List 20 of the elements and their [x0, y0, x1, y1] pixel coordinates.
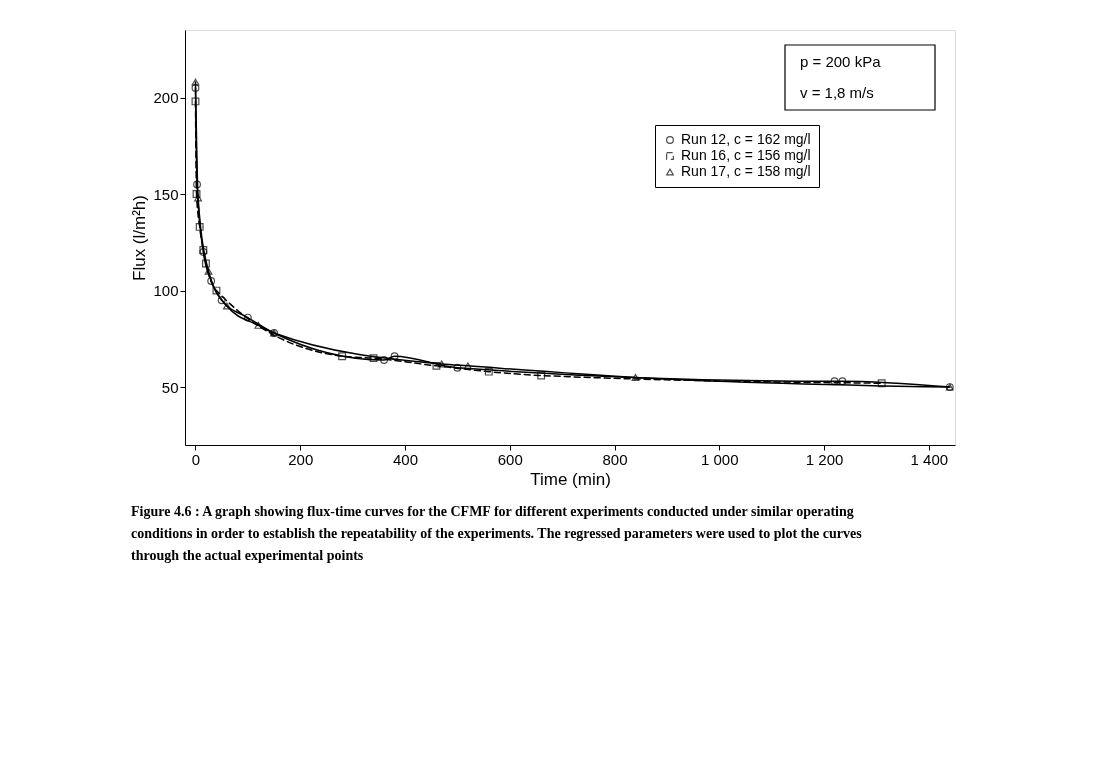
x-tick-label: 1 000 — [701, 450, 739, 468]
annotation: v = 1,8 m/s — [800, 84, 874, 101]
annotation: p = 200 kPa — [800, 53, 882, 70]
x-axis-title: Time (min) — [530, 469, 611, 489]
y-tick-label: 150 — [153, 185, 179, 203]
y-tick-label: 100 — [153, 282, 179, 300]
x-tick-label: 1 400 — [910, 450, 949, 468]
x-tick-label: 800 — [602, 450, 628, 468]
y-tick-label: 200 — [153, 89, 179, 107]
legend-label: Run 17, c = 158 mg/l — [681, 163, 811, 179]
y-tick-label: 50 — [161, 378, 179, 396]
y-axis-title: Flux (l/m²h) — [130, 195, 150, 281]
x-tick-label: 600 — [497, 450, 523, 468]
x-tick-label: 200 — [288, 450, 314, 468]
legend-label: Run 16, c = 156 mg/l — [681, 147, 811, 163]
x-tick-label: 400 — [392, 450, 419, 468]
legend-label: Run 12, c = 162 mg/l — [681, 131, 811, 147]
x-tick-label: 1 200 — [805, 450, 844, 468]
x-tick-label: 0 — [191, 450, 201, 468]
caption: Figure 4.6 : A graph showing flux-time curves for the CFMF for different experiments conducted under similar operating conditions in order to establish the repeatability of the experiments. The regressed parameters were used to plot the curves through the actual experimental points — [130, 504, 863, 563]
